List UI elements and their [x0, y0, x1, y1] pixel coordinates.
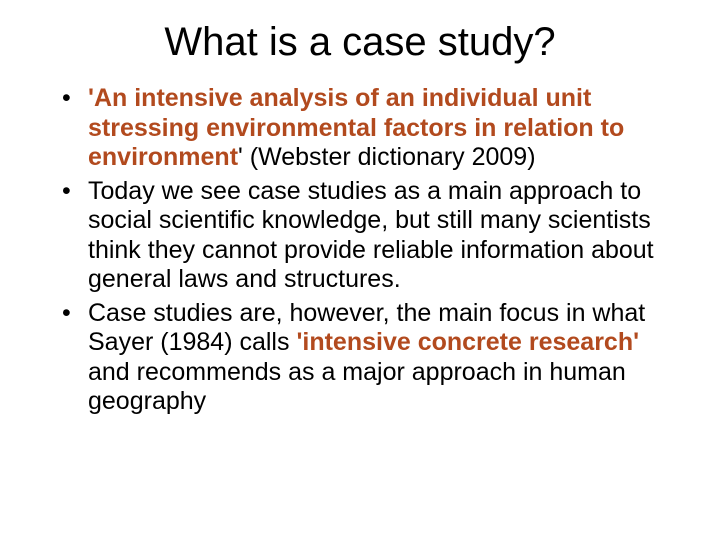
text-run: Today we see case studies as a main appr… — [88, 177, 654, 294]
bullet-list: 'An intensive analysis of an individual … — [40, 84, 680, 417]
text-run: ' (Webster dictionary 2009) — [238, 143, 536, 171]
slide-title: What is a case study? — [40, 18, 680, 66]
slide: What is a case study? 'An intensive anal… — [0, 0, 720, 540]
list-item: Today we see case studies as a main appr… — [58, 177, 670, 295]
text-run: and recommends as a major approach in hu… — [88, 358, 626, 416]
text-run: 'intensive concrete research' — [296, 328, 639, 356]
list-item: 'An intensive analysis of an individual … — [58, 84, 670, 173]
list-item: Case studies are, however, the main focu… — [58, 299, 670, 417]
